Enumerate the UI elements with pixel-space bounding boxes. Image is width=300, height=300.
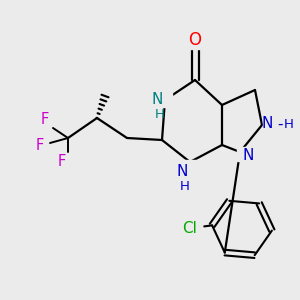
Text: O: O: [188, 31, 202, 49]
Bar: [154, 93, 172, 107]
Bar: [187, 35, 203, 49]
Text: H: H: [284, 118, 294, 130]
Text: F: F: [36, 137, 44, 152]
Bar: [263, 118, 281, 132]
Text: N: N: [176, 164, 188, 179]
Text: -: -: [277, 116, 283, 131]
Bar: [178, 221, 202, 236]
Text: N: N: [261, 116, 273, 131]
Bar: [237, 147, 253, 161]
Text: H: H: [180, 179, 190, 193]
Bar: [56, 156, 68, 168]
Text: F: F: [41, 112, 49, 128]
Text: N: N: [242, 148, 254, 164]
Text: Cl: Cl: [182, 221, 196, 236]
Text: N: N: [151, 92, 163, 106]
Bar: [39, 114, 51, 126]
Bar: [34, 139, 46, 151]
Bar: [181, 160, 199, 174]
Text: F: F: [58, 154, 66, 169]
Text: H: H: [155, 107, 165, 121]
